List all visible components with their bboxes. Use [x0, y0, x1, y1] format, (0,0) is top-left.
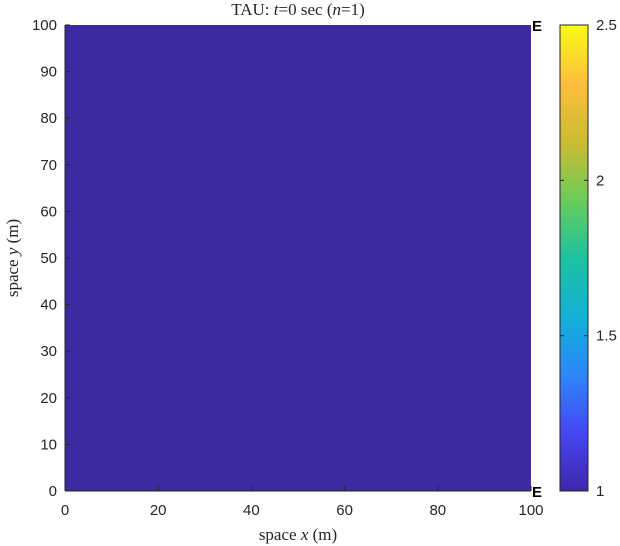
- edge-labels: EE: [532, 18, 542, 501]
- y-tick-label: 70: [40, 157, 57, 174]
- edge-label: E: [532, 484, 542, 501]
- y-tick-label: 40: [40, 297, 57, 314]
- colorbar: [559, 24, 589, 492]
- y-axis-label-var: y: [3, 247, 22, 257]
- y-axis-label-prefix: space: [3, 255, 22, 297]
- x-tick-label: 0: [61, 502, 69, 519]
- y-tick-label: 20: [40, 390, 57, 407]
- colorbar-tick-label: 2.5: [596, 17, 617, 34]
- y-tick-label: 50: [40, 250, 57, 267]
- heatmap-field: [65, 25, 531, 491]
- y-tick-label: 0: [49, 483, 57, 500]
- chart-title-prefix: TAU:: [231, 0, 274, 19]
- y-tick-label: 80: [40, 110, 57, 127]
- x-tick-label: 20: [150, 502, 167, 519]
- edge-label: E: [532, 18, 542, 35]
- x-tick-label: 40: [243, 502, 260, 519]
- chart-title-n-text: =1): [341, 0, 365, 19]
- y-tick-label: 90: [40, 64, 57, 81]
- x-tick-label: 60: [336, 502, 353, 519]
- colorbar-ticks: 1 1.5 2 2.5: [560, 17, 617, 500]
- y-axis-label-suffix: (m): [3, 219, 22, 248]
- x-axis-label-suffix: (m): [308, 525, 337, 544]
- colorbar-tick-label: 1: [596, 483, 604, 500]
- y-tick-label: 60: [40, 203, 57, 220]
- colorbar-tick-label: 1.5: [596, 328, 617, 345]
- y-tick-label: 10: [40, 436, 57, 453]
- y-tick-label: 100: [32, 17, 57, 34]
- x-axis-label-prefix: space: [259, 525, 301, 544]
- y-tick-label: 30: [40, 343, 57, 360]
- x-axis-label: space x (m): [259, 525, 337, 544]
- y-axis-label: space y (m): [3, 219, 22, 297]
- chart-title: TAU: t=0 sec (n=1): [231, 0, 365, 19]
- chart-title-t-var: t: [274, 0, 280, 19]
- x-tick-label: 80: [429, 502, 446, 519]
- x-tick-label: 100: [518, 502, 543, 519]
- axes: 0 20 40 60 80 100 0 10 20 30 40 50 60 70 80 90 100: [32, 17, 544, 519]
- chart-title-n-var: n: [333, 0, 342, 19]
- colorbar-tick-label: 2: [596, 172, 604, 189]
- x-axis-label-var: x: [300, 525, 309, 544]
- chart-title-t-text: =0 sec (: [279, 0, 333, 19]
